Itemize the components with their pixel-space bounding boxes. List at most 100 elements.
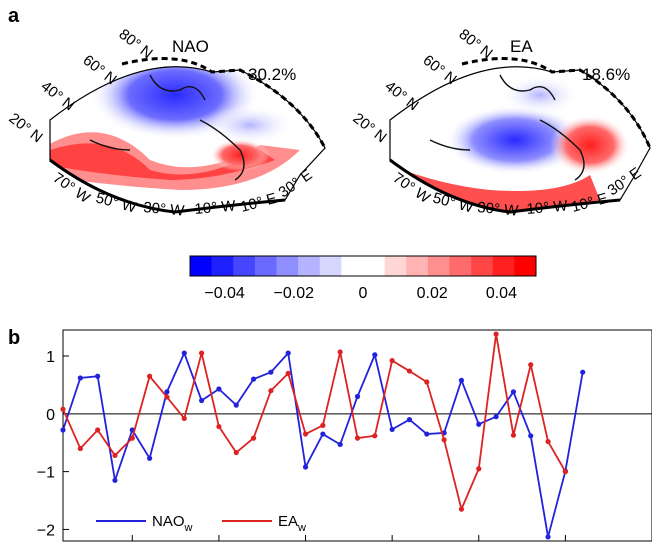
colorbar-swatch bbox=[471, 256, 494, 276]
data-point-nao bbox=[580, 369, 586, 375]
lat-label: 20° N bbox=[350, 110, 390, 147]
map-frame-bottom bbox=[49, 158, 286, 214]
colorbar-swatch bbox=[406, 256, 429, 276]
data-point-ea bbox=[372, 433, 378, 439]
lon-label: 30° W bbox=[477, 199, 520, 220]
data-point-nao bbox=[458, 377, 465, 383]
data-point-ea bbox=[268, 388, 274, 394]
data-point-ea bbox=[198, 350, 205, 356]
y-tick-label: −1 bbox=[37, 465, 55, 482]
data-point-ea bbox=[389, 358, 395, 364]
colorbar-swatch bbox=[363, 256, 385, 276]
data-point-nao bbox=[528, 433, 534, 439]
data-point-ea bbox=[545, 438, 551, 445]
data-point-nao bbox=[216, 386, 222, 392]
data-point-nao bbox=[268, 369, 274, 375]
data-point-ea bbox=[320, 422, 326, 428]
data-point-nao bbox=[510, 389, 517, 395]
timeseries-chart: −2 −1 0 1 NAOw EAw bbox=[37, 329, 652, 542]
data-point-ea bbox=[562, 469, 568, 475]
y-tick-label: −2 bbox=[37, 522, 55, 539]
data-point-ea bbox=[528, 362, 534, 368]
lat-label: 80° N bbox=[456, 26, 496, 63]
coastline-ea bbox=[429, 74, 585, 181]
colorbar-swatch bbox=[319, 256, 342, 276]
colorbar-tick-label: 0.04 bbox=[486, 285, 517, 302]
coastline-nao bbox=[89, 74, 245, 181]
plot-frame bbox=[62, 329, 652, 542]
data-point-ea bbox=[60, 406, 66, 412]
colorbar-swatch bbox=[427, 256, 450, 276]
data-point-nao bbox=[95, 373, 101, 379]
data-point-nao bbox=[545, 534, 551, 540]
map-nao-variance: 30.2% bbox=[248, 65, 296, 84]
data-point-ea bbox=[510, 432, 517, 438]
data-point-ea bbox=[285, 370, 291, 376]
data-point-ea bbox=[458, 506, 465, 512]
data-point-nao bbox=[181, 350, 187, 356]
colorbar-tick-label: 0.02 bbox=[417, 285, 448, 302]
y-tick-label: 1 bbox=[46, 349, 55, 366]
data-point-ea bbox=[95, 427, 101, 433]
data-point-nao bbox=[372, 352, 378, 358]
nao-positive-band bbox=[50, 143, 275, 180]
map-frame-top bbox=[121, 57, 327, 149]
data-point-nao bbox=[406, 417, 413, 423]
colorbar-tick-label: −0.02 bbox=[274, 285, 315, 302]
lat-label: 80° N bbox=[116, 26, 156, 63]
data-point-nao bbox=[60, 427, 66, 433]
data-point-nao bbox=[354, 393, 361, 400]
colorbar-tick-label: −0.04 bbox=[204, 285, 245, 302]
colorbar-frame bbox=[189, 255, 537, 277]
map-ea: EA 18.6% 20° N 40° N 60° N 80° N 70° W 5… bbox=[350, 26, 652, 220]
lon-label: 30° W bbox=[143, 199, 186, 220]
data-point-ea bbox=[216, 423, 222, 430]
legend-label-ea: EAw bbox=[278, 513, 306, 534]
lon-label: 10° W bbox=[526, 197, 569, 218]
ea-negative-center bbox=[445, 105, 585, 175]
data-point-nao bbox=[320, 431, 326, 437]
colorbar-swatch bbox=[492, 256, 515, 276]
data-point-ea bbox=[233, 449, 239, 456]
colorbar-tick-label: 0 bbox=[359, 285, 368, 302]
data-point-ea bbox=[476, 466, 482, 472]
data-point-nao bbox=[250, 376, 257, 382]
data-point-ea bbox=[129, 435, 135, 441]
data-point-ea bbox=[337, 349, 343, 355]
data-point-nao bbox=[476, 421, 482, 427]
data-point-ea bbox=[441, 437, 447, 443]
data-point-nao bbox=[147, 455, 153, 461]
data-point-nao bbox=[198, 397, 205, 404]
colorbar-swatch bbox=[276, 256, 299, 276]
colorbar-swatch bbox=[190, 256, 212, 276]
data-point-nao bbox=[337, 441, 343, 448]
legend-label-nao: NAOw bbox=[152, 513, 193, 534]
data-point-ea bbox=[406, 368, 413, 374]
colorbar-swatch bbox=[384, 256, 407, 276]
data-point-nao bbox=[285, 350, 291, 356]
panel-b-letter: b bbox=[8, 327, 20, 349]
colorbar-swatch bbox=[254, 256, 277, 276]
lon-label: 10° W bbox=[194, 197, 237, 218]
colorbar-swatch bbox=[211, 256, 234, 276]
colorbar-swatch bbox=[449, 256, 472, 276]
data-point-ea bbox=[493, 331, 499, 337]
data-point-ea bbox=[112, 452, 118, 459]
lat-label: 20° N bbox=[6, 110, 46, 147]
data-point-nao bbox=[77, 375, 83, 381]
data-point-nao bbox=[493, 414, 499, 420]
data-point-ea bbox=[164, 394, 170, 400]
colorbar-swatch bbox=[341, 256, 364, 276]
y-tick-label: 0 bbox=[46, 407, 55, 424]
data-point-ea bbox=[302, 431, 309, 437]
data-point-ea bbox=[181, 415, 187, 422]
data-point-nao bbox=[164, 389, 170, 395]
legend-subscript: w bbox=[184, 522, 193, 534]
colorbar: −0.04 −0.02 0 0.02 0.04 bbox=[189, 255, 537, 302]
data-point-nao bbox=[112, 477, 118, 483]
data-point-ea bbox=[77, 445, 83, 452]
data-point-ea bbox=[424, 379, 430, 385]
map-nao: NAO 30.2% 20° N 40° N 60° N 80° N 70° W … bbox=[6, 26, 327, 220]
legend-subscript: w bbox=[297, 522, 306, 534]
